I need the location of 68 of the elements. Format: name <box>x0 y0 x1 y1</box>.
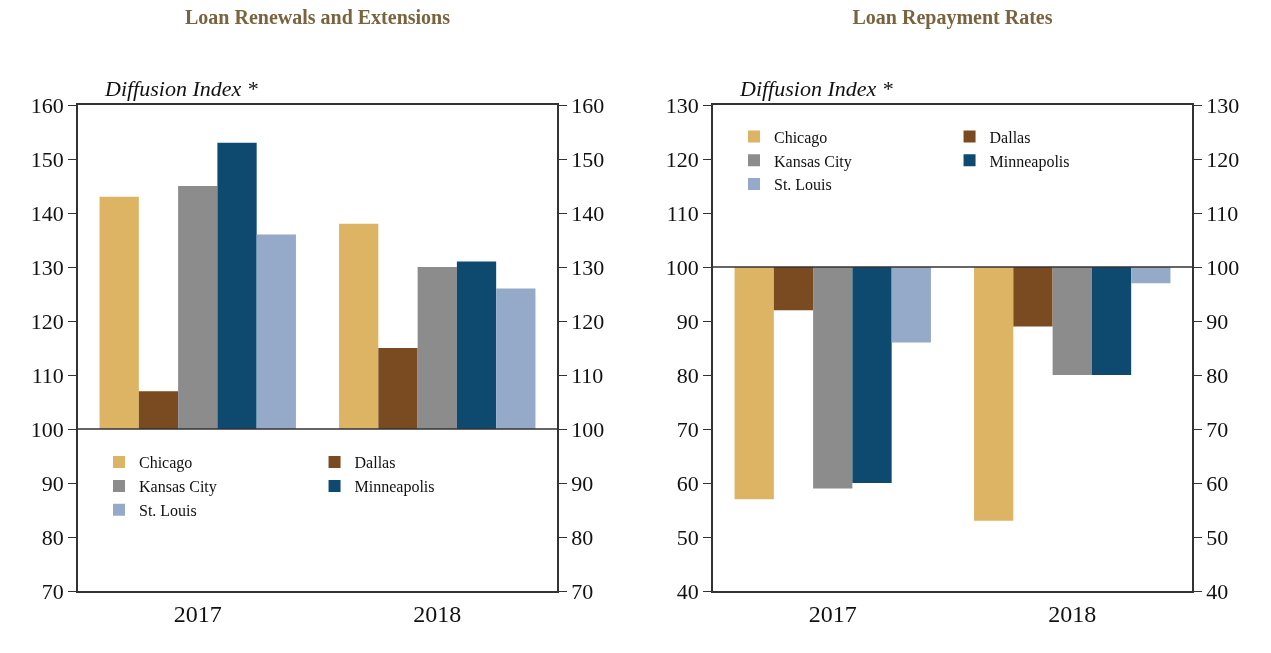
x-tick-label: 2017 <box>173 600 222 627</box>
legend-label: Dallas <box>989 128 1031 146</box>
y2-tick-label: 150 <box>571 146 605 172</box>
y-tick-label: 110 <box>666 200 699 226</box>
y2-tick-label: 130 <box>1206 92 1240 118</box>
bar <box>138 391 179 429</box>
y2-tick-label: 140 <box>571 200 605 226</box>
y-tick-label: 160 <box>30 92 64 118</box>
y-axis-title: Diffusion Index * <box>104 76 258 101</box>
legend-label: Kansas City <box>139 478 217 497</box>
y-tick-label: 70 <box>676 416 699 442</box>
bar <box>217 142 257 429</box>
bar <box>496 288 536 429</box>
y2-tick-label: 120 <box>1206 146 1240 172</box>
y2-tick-label: 70 <box>571 578 594 604</box>
y2-tick-label: 100 <box>571 416 605 442</box>
y-tick-label: 130 <box>665 92 699 118</box>
bar <box>378 348 418 429</box>
y-tick-label: 110 <box>31 362 64 388</box>
y2-tick-label: 90 <box>571 470 594 496</box>
legend-label: St. Louis <box>774 176 832 194</box>
y-tick-label: 150 <box>30 146 64 172</box>
legend-label: Minneapolis <box>354 478 435 497</box>
bar <box>417 267 457 429</box>
y-tick-label: 120 <box>30 308 64 334</box>
y-tick-label: 120 <box>665 146 699 172</box>
y2-tick-label: 110 <box>1206 200 1239 226</box>
y2-tick-label: 90 <box>1206 308 1229 334</box>
legend-label: Kansas City <box>774 152 852 171</box>
y2-tick-label: 80 <box>1206 362 1229 388</box>
bar <box>178 186 218 429</box>
y2-tick-label: 100 <box>1206 254 1240 280</box>
y2-tick-label: 60 <box>1206 470 1229 496</box>
y-tick-label: 40 <box>676 578 699 604</box>
bar <box>339 223 379 429</box>
y-tick-label: 50 <box>676 524 699 550</box>
y-tick-label: 130 <box>30 254 64 280</box>
y-tick-label: 70 <box>41 578 64 604</box>
y-tick-label: 60 <box>676 470 699 496</box>
y2-tick-label: 110 <box>571 362 604 388</box>
legend-label: Dallas <box>354 454 396 472</box>
y-tick-label: 90 <box>41 470 64 496</box>
y2-tick-label: 120 <box>571 308 605 334</box>
y2-tick-label: 50 <box>1206 524 1229 550</box>
y2-tick-label: 130 <box>571 254 605 280</box>
chart-title: Loan Repayment Rates <box>852 5 1053 29</box>
legend-label: Chicago <box>139 454 193 473</box>
x-tick-label: 2018 <box>413 600 462 627</box>
y-tick-label: 80 <box>676 362 699 388</box>
y-tick-label: 90 <box>676 308 699 334</box>
y2-tick-label: 80 <box>571 524 594 550</box>
y-tick-label: 80 <box>41 524 64 550</box>
legend-label: Minneapolis <box>989 152 1070 171</box>
bar <box>256 234 296 429</box>
bar <box>456 261 497 429</box>
y2-tick-label: 160 <box>571 92 605 118</box>
legend-label: Chicago <box>774 128 828 147</box>
x-tick-label: 2018 <box>1048 600 1097 627</box>
legend-label: St. Louis <box>139 501 197 519</box>
y-axis-title: Diffusion Index * <box>739 76 893 101</box>
y2-tick-label: 70 <box>1206 416 1229 442</box>
bar <box>99 196 139 429</box>
y-tick-label: 100 <box>665 254 699 280</box>
x-tick-label: 2017 <box>808 600 857 627</box>
y-tick-label: 100 <box>30 416 64 442</box>
chart-title: Loan Renewals and Extensions <box>184 5 451 28</box>
y-tick-label: 140 <box>30 200 64 226</box>
y2-tick-label: 40 <box>1206 578 1229 604</box>
